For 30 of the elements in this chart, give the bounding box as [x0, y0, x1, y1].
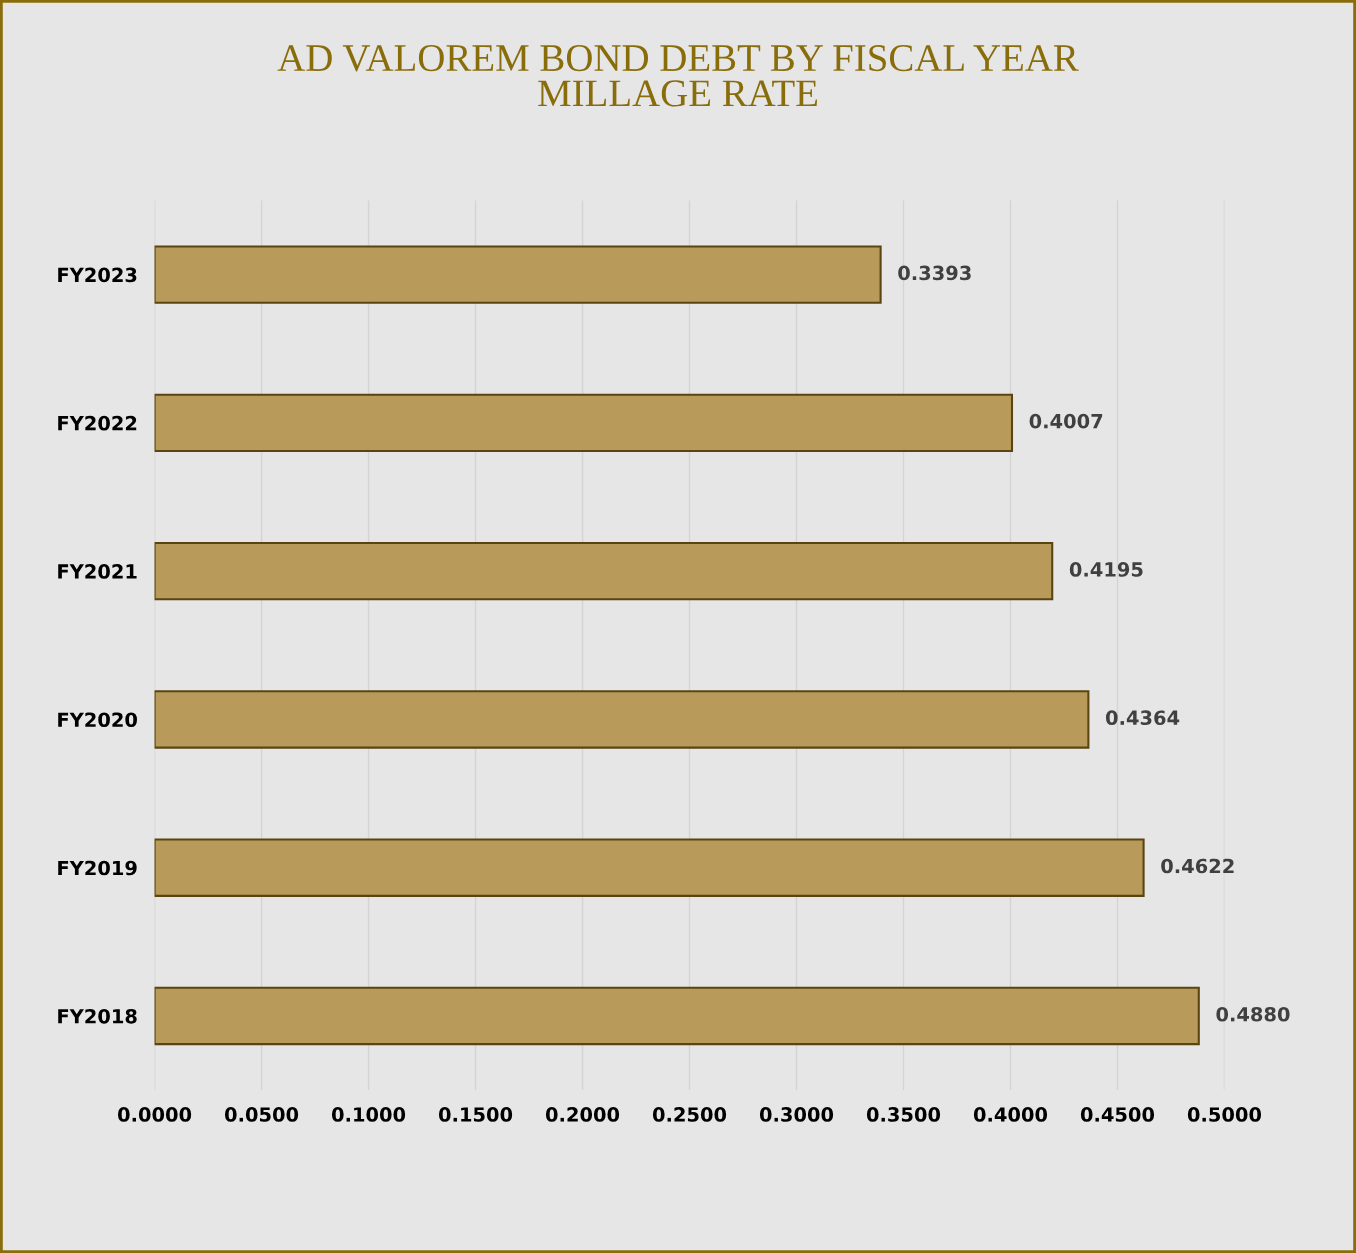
x-tick-label: 0.5000 — [1187, 1107, 1262, 1122]
y-tick-label: FY2020 — [58, 712, 137, 728]
data-label: 0.4880 — [1216, 1006, 1290, 1022]
x-tick-label: 0.3000 — [759, 1107, 834, 1122]
bar — [154, 541, 1054, 601]
x-tick-label: 0.3500 — [866, 1107, 941, 1122]
bar — [154, 393, 1014, 453]
bar — [154, 690, 1090, 749]
x-tick-label: 0.0500 — [224, 1107, 299, 1122]
y-tick-label: FY2022 — [58, 415, 137, 431]
y-tick-label: FY2019 — [58, 860, 137, 876]
data-label: 0.4195 — [1069, 562, 1143, 577]
data-label: 0.3393 — [898, 265, 971, 281]
data-label: 0.4622 — [1161, 858, 1234, 874]
data-label: 0.4364 — [1105, 710, 1180, 726]
x-tick-label: 0.4500 — [1080, 1107, 1155, 1122]
x-tick-label: 0.4000 — [973, 1107, 1048, 1122]
bar — [154, 245, 882, 304]
y-tick-label: FY2018 — [58, 1008, 137, 1024]
x-tick-label: 0.2500 — [652, 1107, 727, 1122]
bar — [154, 838, 1145, 897]
x-tick-label: 0.1000 — [331, 1107, 406, 1122]
x-tick-label: 0.1500 — [438, 1107, 513, 1122]
y-tick-label: FY2023 — [58, 267, 137, 283]
x-tick-label: 0.0000 — [118, 1107, 192, 1122]
chart-title: AD VALOREM BOND DEBT BY FISCAL YEAR MILLAGE RATE — [277, 45, 1079, 107]
x-tick-label: 0.2000 — [545, 1107, 620, 1122]
y-tick-label: FY2021 — [58, 564, 137, 579]
data-label: 0.4007 — [1029, 413, 1103, 429]
bar — [154, 986, 1200, 1046]
